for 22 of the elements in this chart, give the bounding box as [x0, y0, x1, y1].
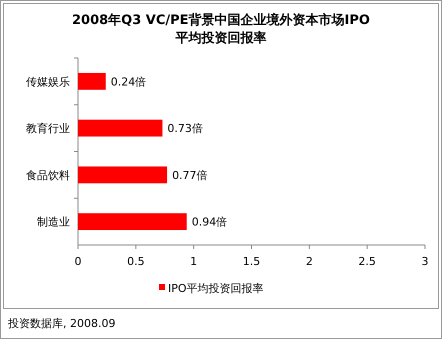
- data-label: 0.77倍: [172, 168, 208, 182]
- bar: [78, 120, 162, 137]
- x-tick-label: 1.5: [242, 255, 260, 268]
- y-tick-label: 教育行业: [26, 122, 70, 136]
- chart-title: 2008年Q3 VC/PE背景中国企业境外资本市场IPO 平均投资回报率: [72, 12, 370, 46]
- y-tick-label: 食品饮料: [26, 168, 70, 182]
- data-label: 0.73倍: [167, 122, 203, 136]
- x-tick-label: 2.5: [358, 255, 376, 268]
- x-tick-label: 0.5: [127, 255, 145, 268]
- x-tick-label: 0: [74, 255, 82, 268]
- bar: [78, 166, 168, 184]
- text: 投资数据库, 2008.09: [7, 317, 116, 330]
- bar: [78, 213, 187, 230]
- bar: [78, 72, 106, 90]
- y-tick-label: 制造业: [37, 216, 70, 229]
- data-label: 0.24倍: [110, 75, 146, 88]
- data-label: 0.94倍: [192, 216, 228, 229]
- y-tick-label: 传媒娱乐: [26, 75, 70, 88]
- x-tick-label: 2: [306, 255, 313, 268]
- legend: IPO平均投资回报率: [159, 282, 264, 295]
- x-tick-label: 3: [422, 255, 428, 268]
- x-tick-label: 1: [190, 255, 198, 268]
